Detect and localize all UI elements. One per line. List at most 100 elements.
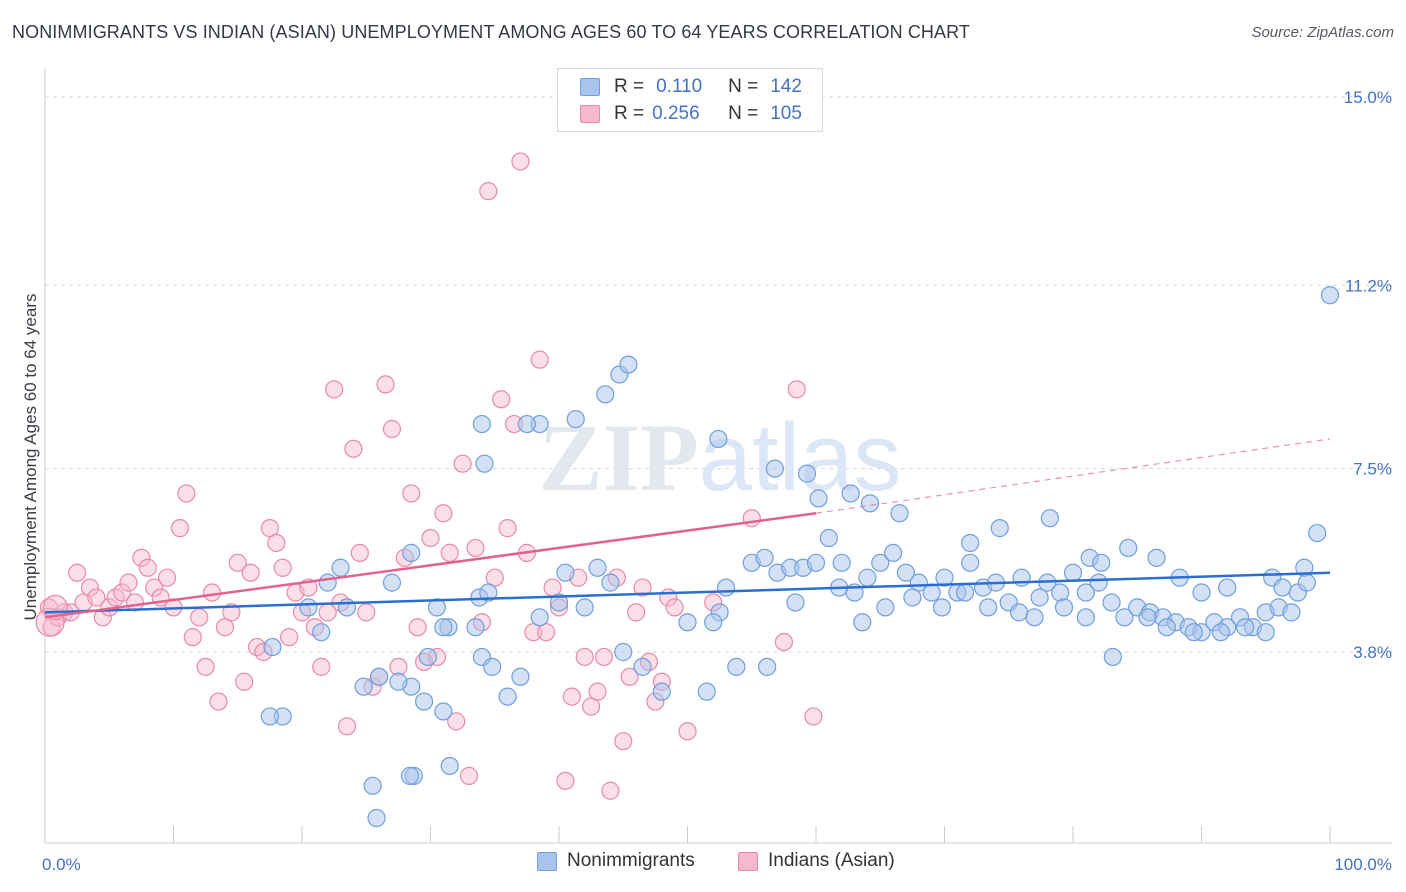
indians-asian-point bbox=[222, 603, 241, 622]
nonimmigrants-point bbox=[1115, 608, 1134, 627]
nonimmigrants-point bbox=[990, 519, 1009, 538]
legend-r-value: 0.256 bbox=[652, 103, 700, 124]
source-label: Source: ZipAtlas.com bbox=[1251, 24, 1394, 41]
indians-asian-point bbox=[479, 182, 498, 201]
indians-asian-point bbox=[601, 781, 620, 800]
legend-n-value: 105 bbox=[770, 103, 802, 124]
nonimmigrants-point bbox=[517, 414, 536, 434]
nonimmigrants-point bbox=[1138, 608, 1157, 627]
indians-asian-point bbox=[350, 543, 369, 562]
nonimmigrants-point bbox=[354, 677, 373, 696]
nonimmigrants-point bbox=[1089, 573, 1108, 592]
bottom-legend-label: Nonimmigrants bbox=[567, 850, 695, 871]
indians-asian-point bbox=[267, 533, 286, 553]
nonimmigrants-point bbox=[475, 454, 494, 473]
nonimmigrants-point bbox=[363, 776, 382, 795]
legend-swatch-blue bbox=[580, 78, 600, 96]
nonimmigrants-point bbox=[1025, 608, 1044, 627]
nonimmigrants-point bbox=[1308, 523, 1327, 543]
indians-asian-point bbox=[530, 350, 549, 369]
indians-asian-point bbox=[620, 667, 639, 686]
indians-asian-point bbox=[742, 509, 761, 528]
nonimmigrants-point bbox=[932, 598, 952, 617]
indians-asian-point bbox=[511, 152, 530, 171]
indians-asian-trend-extension bbox=[815, 438, 1331, 514]
indians-asian-point bbox=[196, 657, 215, 676]
indians-asian-point bbox=[678, 722, 697, 741]
nonimmigrants-point bbox=[402, 543, 421, 562]
legend-swatch-pink bbox=[580, 105, 600, 123]
indians-asian-point bbox=[434, 504, 453, 523]
nonimmigrants-point bbox=[1054, 598, 1074, 617]
indians-asian-point bbox=[492, 390, 511, 409]
nonimmigrants-point bbox=[961, 533, 980, 553]
nonimmigrants-point bbox=[1320, 286, 1340, 305]
nonimmigrants-point bbox=[1102, 593, 1121, 612]
indians-asian-point bbox=[235, 672, 254, 691]
indians-asian-point bbox=[466, 538, 485, 558]
indians-asian-trend-line bbox=[44, 512, 817, 619]
indians-asian-point bbox=[556, 771, 575, 790]
nonimmigrants-point bbox=[678, 613, 697, 632]
nonimmigrants-point bbox=[370, 667, 389, 686]
nonimmigrants-point bbox=[809, 489, 828, 508]
indians-asian-point bbox=[80, 578, 100, 597]
nonimmigrants-point bbox=[331, 558, 350, 577]
watermark-atlas: atlas bbox=[699, 404, 902, 511]
nonimmigrants-point bbox=[483, 657, 502, 676]
indians-asian-point bbox=[459, 766, 479, 785]
nonimmigrants-point bbox=[440, 756, 459, 776]
y-tick-label: 7.5% bbox=[1353, 460, 1392, 479]
nonimmigrants-point bbox=[819, 528, 838, 548]
nonimmigrants-point bbox=[260, 707, 279, 726]
nonimmigrants-point bbox=[367, 808, 386, 828]
indians-asian-point bbox=[588, 682, 607, 701]
nonimmigrants-point bbox=[903, 588, 922, 607]
axes bbox=[44, 68, 1392, 844]
indians-asian-point bbox=[447, 712, 466, 731]
nonimmigrants-point bbox=[633, 657, 652, 676]
indians-asian-point bbox=[774, 632, 793, 652]
nonimmigrants-points bbox=[260, 286, 1340, 828]
nonimmigrants-point bbox=[883, 543, 903, 562]
nonimmigrants-point bbox=[414, 692, 434, 711]
nonimmigrants-point bbox=[498, 687, 517, 706]
indians-asian-point bbox=[190, 608, 209, 627]
indians-asian-point bbox=[337, 717, 357, 736]
indians-asian-point bbox=[68, 563, 87, 582]
nonimmigrants-point bbox=[832, 553, 851, 572]
indians-asian-point bbox=[665, 598, 684, 617]
nonimmigrants-point bbox=[697, 682, 716, 701]
nonimmigrants-point bbox=[871, 553, 890, 572]
nonimmigrants-point bbox=[876, 598, 895, 617]
indians-asian-point bbox=[440, 543, 459, 562]
nonimmigrants-point bbox=[786, 593, 805, 612]
indians-asian-point bbox=[594, 647, 614, 667]
nonimmigrants-point bbox=[858, 568, 877, 587]
nonimmigrants-point bbox=[1030, 588, 1049, 607]
nonimmigrants-point bbox=[575, 598, 594, 617]
legend-row-indians-asian: R = 0.256 N = 105 bbox=[580, 101, 802, 127]
nonimmigrants-point bbox=[1147, 548, 1166, 567]
legend-n-label: N = bbox=[728, 76, 759, 97]
indians-asian-point bbox=[453, 454, 472, 473]
nonimmigrants-point bbox=[619, 355, 638, 374]
indians-asian-point bbox=[138, 558, 157, 577]
nonimmigrants-point bbox=[318, 573, 337, 592]
nonimmigrants-point bbox=[716, 578, 736, 597]
indians-asian-point bbox=[312, 657, 331, 676]
indians-asian-point bbox=[626, 603, 646, 622]
nonimmigrants-point bbox=[566, 409, 585, 429]
correlation-legend: R = 0.110 N = 142 R = 0.256 N = 105 bbox=[557, 68, 823, 132]
nonimmigrants-point bbox=[1211, 623, 1230, 642]
nonimmigrants-point bbox=[418, 647, 438, 667]
nonimmigrants-point bbox=[755, 548, 774, 567]
nonimmigrants-point bbox=[1119, 538, 1138, 558]
nonimmigrants-point bbox=[596, 385, 615, 404]
indians-asian-point bbox=[382, 419, 402, 439]
nonimmigrants-point bbox=[312, 623, 331, 642]
indians-asian-point bbox=[344, 439, 363, 458]
legend-r-label: R = bbox=[614, 76, 645, 97]
nonimmigrants-point bbox=[1103, 647, 1122, 667]
